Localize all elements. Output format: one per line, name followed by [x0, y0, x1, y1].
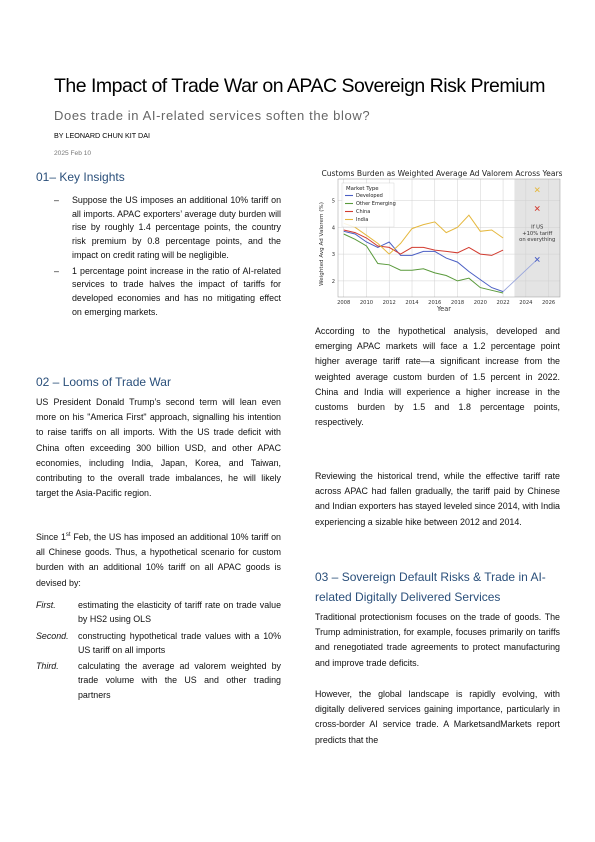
x-tick-label: 2018 — [451, 300, 464, 306]
article-title: The Impact of Trade War on APAC Sovereig… — [54, 75, 546, 97]
y-tick-label: 4 — [332, 225, 336, 231]
list-item: Second. constructing hypothetical trade v… — [36, 630, 281, 655]
x-tick-label: 2026 — [542, 300, 555, 306]
x-tick-label: 2012 — [383, 300, 396, 306]
list-item: – Suppose the US imposes an additional 10… — [54, 195, 281, 260]
section-heading-sovereign-risk: 03 – Sovereign Default Risks & Trade in … — [315, 570, 546, 604]
scenario-marker-india — [534, 187, 540, 193]
section-heading-key-insights: 01– Key Insights — [36, 170, 125, 184]
section-heading-trade-war: 02 – Looms of Trade War — [36, 375, 171, 389]
y-tick-label: 2 — [332, 279, 335, 285]
legend-entry: China — [356, 209, 370, 215]
projection-line — [502, 259, 538, 292]
legend-entry: Developed — [356, 193, 383, 199]
legend-entry: Other Emerging — [356, 201, 396, 207]
publication-date: 2025 Feb 10 — [54, 150, 92, 157]
x-tick-label: 2024 — [519, 300, 533, 306]
chart-xlabel: Year — [436, 305, 451, 313]
scenario-marker-developed — [534, 256, 540, 262]
tariff-scenario-paragraph: Since 1st Feb, the US has imposed an add… — [36, 532, 281, 588]
digital-services-paragraph: However, the global landscape is rapidly… — [315, 689, 560, 745]
x-tick-label: 2020 — [474, 300, 487, 306]
scenario-marker-china — [534, 205, 540, 212]
hypothetical-analysis-paragraph: According to the hypothetical analysis, … — [315, 326, 560, 428]
author-byline: BY LEONARD CHUN KIT DAI — [54, 131, 150, 140]
protectionism-paragraph: Traditional protectionism focuses on the… — [315, 612, 560, 668]
list-item: Third. calculating the average ad valorem… — [36, 661, 281, 700]
plot-frame — [337, 178, 561, 298]
y-tick-label: 3 — [332, 252, 335, 258]
x-tick-label: 2014 — [405, 300, 419, 306]
method-steps: First. estimating the elasticity of tarif… — [36, 598, 281, 704]
customs-burden-chart: Customs Burden as Weighted Average Ad Va… — [319, 169, 562, 313]
historical-trend-paragraph: Reviewing the historical trend, while th… — [315, 471, 560, 527]
x-tick-label: 2010 — [360, 300, 373, 306]
trade-war-paragraph: US President Donald Trump’s second term … — [36, 397, 281, 499]
series-line-china — [343, 229, 504, 256]
key-insights-list: – Suppose the US imposes an additional 10… — [54, 194, 281, 321]
series-line-india — [343, 214, 504, 255]
chart-ylabel: Weighted Avg Ad Valorem (%) — [319, 202, 325, 286]
series-line-other-emerging — [343, 233, 504, 294]
list-item: –1 percentage point increase in the rati… — [54, 265, 281, 317]
legend-entry: India — [356, 217, 368, 223]
x-tick-label: 2016 — [428, 300, 441, 306]
legend-title: Market Type — [346, 186, 379, 192]
x-tick-label: 2022 — [496, 300, 509, 306]
article-subtitle: Does trade in AI-related services soften… — [54, 108, 371, 123]
scenario-annotation: If US +10% tariff on everything — [519, 225, 555, 243]
y-tick-label: 5 — [332, 198, 335, 204]
forecast-shaded-region — [514, 179, 560, 297]
list-item: First. estimating the elasticity of tarif… — [36, 600, 281, 625]
series-line-developed — [343, 230, 504, 293]
chart-title: Customs Burden as Weighted Average Ad Va… — [321, 169, 562, 178]
x-tick-label: 2008 — [337, 300, 350, 306]
